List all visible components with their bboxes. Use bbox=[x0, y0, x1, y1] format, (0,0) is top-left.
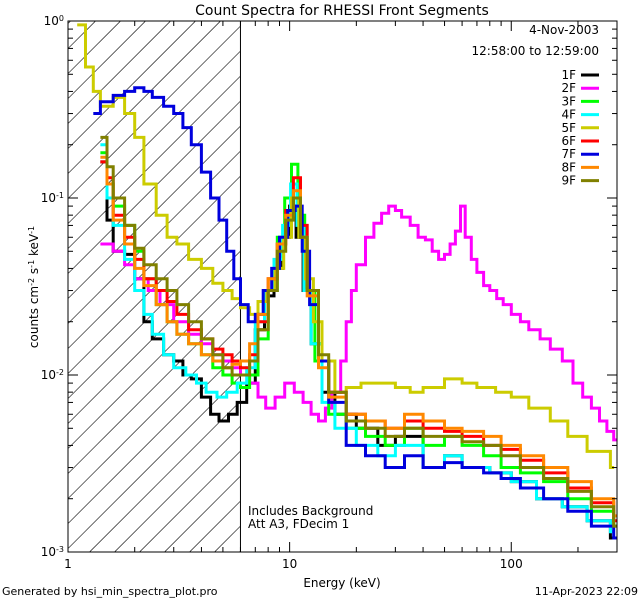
hatch-line bbox=[67, 75, 241, 249]
hatch-line bbox=[67, 20, 221, 174]
series-line-8F bbox=[100, 155, 617, 518]
hatch-line bbox=[67, 100, 241, 274]
y-axis-label: counts cm-2 s-1 keV-1 bbox=[27, 226, 42, 348]
hatch-line bbox=[67, 20, 171, 124]
chart-title: Count Spectra for RHESSI Front Segments bbox=[195, 3, 489, 19]
y-tick-label: 10-1 bbox=[41, 191, 64, 206]
hatch-line bbox=[67, 20, 196, 149]
hatch-line bbox=[67, 25, 241, 199]
y-tick-label: 100 bbox=[44, 14, 64, 29]
legend-label-2F: 2F bbox=[561, 81, 576, 95]
hatch-line bbox=[67, 250, 241, 424]
legend-label-9F: 9F bbox=[561, 174, 576, 188]
hatch-line bbox=[114, 425, 241, 553]
y-tick-label: 10-2 bbox=[41, 368, 64, 383]
hatch-line bbox=[189, 500, 241, 553]
legend-label-8F: 8F bbox=[561, 160, 576, 174]
hatch-line bbox=[67, 20, 121, 74]
hatch-line bbox=[67, 300, 241, 474]
hatch-line bbox=[67, 175, 241, 349]
x-axis-ticks bbox=[67, 21, 618, 552]
footer-generated-by: Generated by hsi_min_spectra_plot.pro bbox=[2, 585, 218, 598]
plot-area: 1 10 100 10-3 10-2 10-1 100 bbox=[41, 14, 618, 571]
hatch-line bbox=[67, 200, 241, 374]
plot-frame bbox=[67, 20, 618, 553]
annotation-attenuator: Att A3, FDecim 1 bbox=[248, 517, 349, 531]
hatch-line bbox=[67, 50, 241, 224]
series-line-7F bbox=[93, 86, 617, 540]
time-range-label: 12:58:00 to 12:59:00 bbox=[472, 44, 599, 58]
hatch-line bbox=[67, 150, 241, 324]
series-layer bbox=[77, 23, 617, 540]
series-line-9F bbox=[100, 135, 617, 528]
hatch-line bbox=[67, 350, 241, 524]
legend-label-7F: 7F bbox=[561, 147, 576, 161]
x-axis-tick-labels: 1 10 100 bbox=[64, 557, 523, 571]
hatch-line bbox=[67, 125, 241, 299]
series-line-5F bbox=[77, 23, 615, 469]
x-axis-label: Energy (keV) bbox=[303, 576, 380, 590]
hatch-line bbox=[89, 400, 241, 553]
hatch-line bbox=[164, 475, 241, 553]
legend-label-5F: 5F bbox=[561, 121, 576, 135]
legend-label-6F: 6F bbox=[561, 134, 576, 148]
series-line-2F bbox=[100, 204, 617, 442]
legend-label-3F: 3F bbox=[561, 94, 576, 108]
hatch-line bbox=[67, 325, 241, 499]
y-tick-label: 10-3 bbox=[41, 545, 64, 560]
hatch-line bbox=[67, 225, 241, 399]
hatch-line bbox=[67, 20, 146, 99]
x-tick-label: 100 bbox=[500, 557, 523, 571]
legend-label-4F: 4F bbox=[561, 108, 576, 122]
hatch-line bbox=[67, 20, 96, 49]
hatch-line bbox=[67, 375, 241, 549]
hatch-line bbox=[67, 275, 241, 449]
y-axis-ticks bbox=[68, 20, 617, 553]
hatch-line bbox=[214, 525, 241, 553]
y-axis-tick-labels: 10-3 10-2 10-1 100 bbox=[41, 14, 64, 560]
x-tick-label: 1 bbox=[64, 557, 72, 571]
footer-timestamp: 11-Apr-2023 22:09 bbox=[535, 585, 638, 598]
legend-label-1F: 1F bbox=[561, 68, 576, 82]
annotation-background: Includes Background bbox=[248, 504, 373, 518]
date-label: 4-Nov-2003 bbox=[529, 23, 599, 37]
hatch-line bbox=[139, 450, 241, 553]
x-tick-label: 10 bbox=[282, 557, 297, 571]
